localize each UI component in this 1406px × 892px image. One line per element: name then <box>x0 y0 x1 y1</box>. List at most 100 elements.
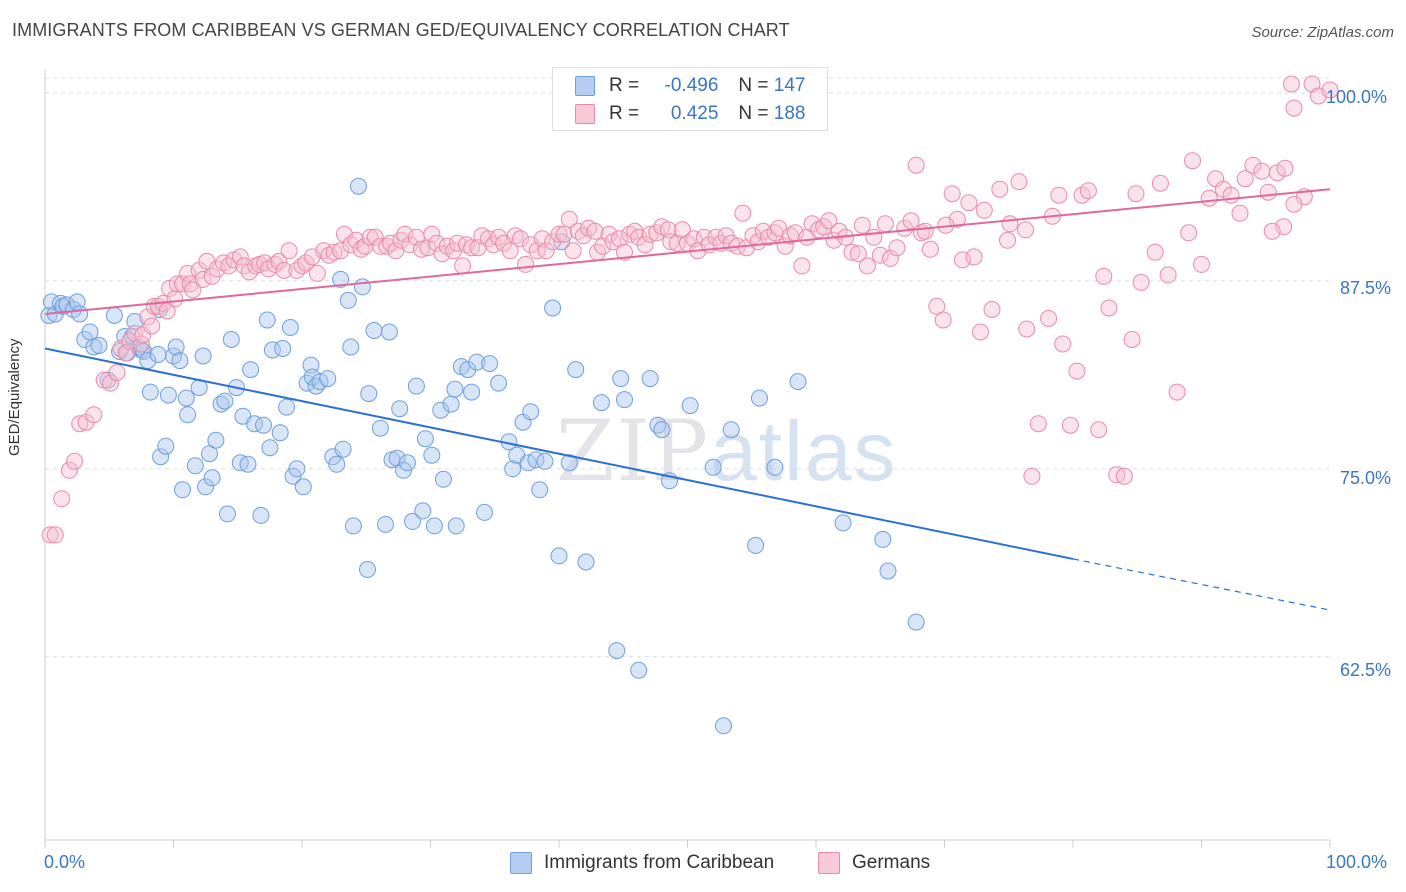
germans-point <box>843 243 861 261</box>
caribbean-point <box>907 613 925 631</box>
germans-point <box>1023 467 1041 485</box>
caribbean-point <box>216 392 234 410</box>
germans-point <box>960 194 978 212</box>
caribbean-point <box>404 512 421 530</box>
caribbean-point <box>203 469 221 487</box>
caribbean-point <box>342 338 360 356</box>
caribbean-point <box>527 451 545 469</box>
germans-point <box>1180 224 1198 242</box>
germans-point <box>1259 183 1277 201</box>
germans-point <box>820 212 838 230</box>
caribbean-point <box>879 562 897 580</box>
caribbean-point <box>536 452 554 470</box>
legend-r-value: 0.425 <box>670 103 719 124</box>
caribbean-point <box>328 455 346 473</box>
germans-point <box>270 252 288 270</box>
caribbean-point <box>463 383 481 401</box>
germans-point <box>999 231 1016 249</box>
germans-point <box>1184 152 1201 170</box>
caribbean-point <box>834 514 852 532</box>
germans-point <box>1193 255 1210 273</box>
germans-point <box>1050 186 1068 204</box>
caribbean-point <box>255 416 272 434</box>
germans-point <box>569 222 587 240</box>
caribbean-point <box>197 478 215 496</box>
germans-point <box>1095 267 1113 285</box>
germans-point <box>366 228 384 246</box>
caribbean-point <box>550 547 568 565</box>
caribbean-point <box>414 502 432 520</box>
caribbean-point <box>722 421 740 439</box>
germans-point <box>60 461 78 479</box>
bottom-legend-swatch-germans <box>818 852 840 874</box>
germans-point <box>1151 174 1169 192</box>
bottom-legend-caribbean: Immigrants from Caribbean <box>510 852 774 874</box>
germans-point <box>1244 156 1262 174</box>
x-tick-label-min: 0.0% <box>44 852 86 872</box>
caribbean-point <box>105 307 123 324</box>
caribbean-point <box>332 270 350 288</box>
germans-point <box>1061 416 1079 434</box>
germans-point <box>586 222 604 240</box>
germans-point <box>1321 81 1339 99</box>
caribbean-point <box>152 448 170 466</box>
watermark: ZIPatlas <box>556 402 898 500</box>
germans-point <box>1159 266 1177 284</box>
germans-point <box>1040 310 1058 327</box>
caribbean-point <box>149 346 167 363</box>
legend-r-label: R = <box>609 75 640 96</box>
germans-point <box>1029 415 1047 433</box>
caribbean-point <box>207 431 225 449</box>
caribbean-point <box>747 536 765 554</box>
caribbean-point <box>271 424 289 442</box>
germans-point <box>139 308 157 326</box>
germans-point <box>1222 186 1240 204</box>
caribbean-point <box>246 415 263 433</box>
germans-point <box>1231 204 1249 222</box>
caribbean-point <box>380 323 398 341</box>
caribbean-point <box>194 347 212 365</box>
caribbean-point <box>157 437 175 455</box>
germans-point <box>564 242 582 260</box>
germans-point <box>1001 215 1019 233</box>
chart-title: IMMIGRANTS FROM CARIBBEAN VS GERMAN GED/… <box>12 20 790 40</box>
caribbean-point <box>504 460 522 478</box>
germans-point <box>793 257 811 275</box>
germans-point <box>734 204 752 222</box>
germans-point <box>1090 421 1108 439</box>
germans-point <box>342 236 360 254</box>
bottom-legend-label-germans: Germans <box>852 852 931 873</box>
germans-point <box>1115 467 1133 485</box>
caribbean-point <box>434 470 452 488</box>
caribbean-point <box>522 403 540 421</box>
germans-point <box>1132 273 1150 291</box>
germans-point <box>71 415 89 433</box>
germans-point <box>1253 162 1271 180</box>
caribbean-point <box>446 380 464 398</box>
caribbean-point <box>242 361 260 379</box>
caribbean-point <box>608 642 626 660</box>
caribbean-point <box>359 561 376 578</box>
germans-point <box>555 225 573 243</box>
germans-point <box>1276 159 1294 177</box>
caribbean-point <box>476 503 493 521</box>
germans-point <box>1100 299 1118 317</box>
germans-point <box>387 242 405 260</box>
germans-point <box>902 212 920 230</box>
germans-point <box>934 311 952 329</box>
caribbean-point <box>177 389 195 407</box>
caribbean-point <box>416 430 434 448</box>
caribbean-point <box>71 305 89 323</box>
caribbean-trend-extension <box>1072 558 1331 611</box>
germans-point <box>858 257 876 275</box>
germans-point <box>102 374 119 392</box>
germans-point <box>184 281 202 299</box>
caribbean-point <box>481 355 499 373</box>
germans-point <box>1200 189 1218 207</box>
germans-point <box>876 215 894 233</box>
germans-point <box>1168 383 1186 401</box>
germans-point <box>1127 185 1145 203</box>
caribbean-point <box>81 323 99 341</box>
caribbean-point <box>258 311 276 329</box>
caribbean-point <box>344 517 362 535</box>
